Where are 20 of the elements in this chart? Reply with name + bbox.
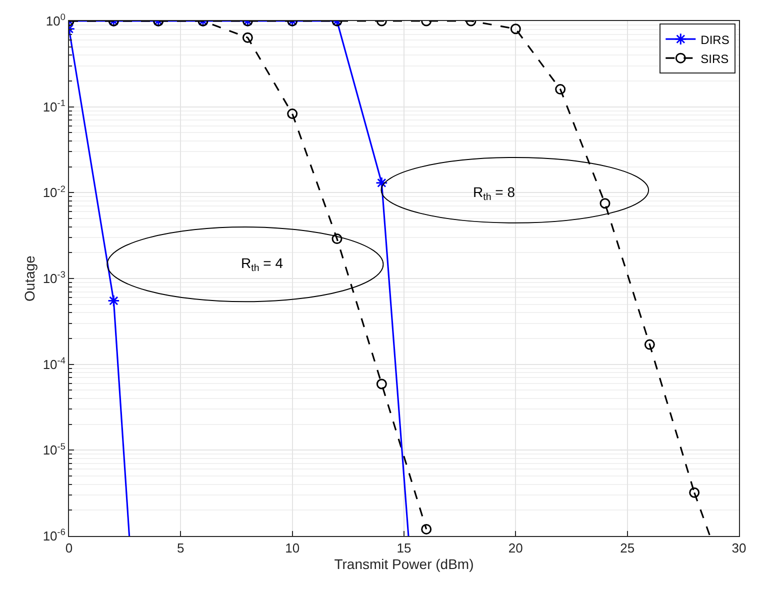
x-tick-label: 5 xyxy=(177,540,184,556)
x-tick-label: 15 xyxy=(396,540,412,556)
x-tick-label: 20 xyxy=(508,540,523,556)
annotation: R$_{th}$ = 8 xyxy=(473,184,516,203)
y-axis-title: Outage xyxy=(21,255,38,302)
legend-label: SIRS xyxy=(700,52,729,66)
y-tick-label: 10$^{-2}$ xyxy=(42,184,66,200)
x-tick-label: 25 xyxy=(620,540,635,556)
y-tick-label: 10$^{-3}$ xyxy=(42,270,66,286)
y-tick-label: 10$^{-4}$ xyxy=(42,355,66,372)
y-tick-label: 10$^{0}$ xyxy=(46,12,66,29)
x-tick-label: 10 xyxy=(285,540,300,556)
y-tick-label: 10$^{-6}$ xyxy=(42,527,66,544)
y-tick-label: 10$^{-5}$ xyxy=(42,441,66,458)
annotation: R$_{th}$ = 4 xyxy=(241,255,284,274)
x-tick-label: 0 xyxy=(65,540,73,556)
x-tick-label: 30 xyxy=(732,540,746,556)
x-axis-title: Transmit Power (dBm) xyxy=(334,556,474,572)
legend-label: DIRS xyxy=(700,32,730,47)
y-tick-label: 10$^{-1}$ xyxy=(42,98,66,114)
